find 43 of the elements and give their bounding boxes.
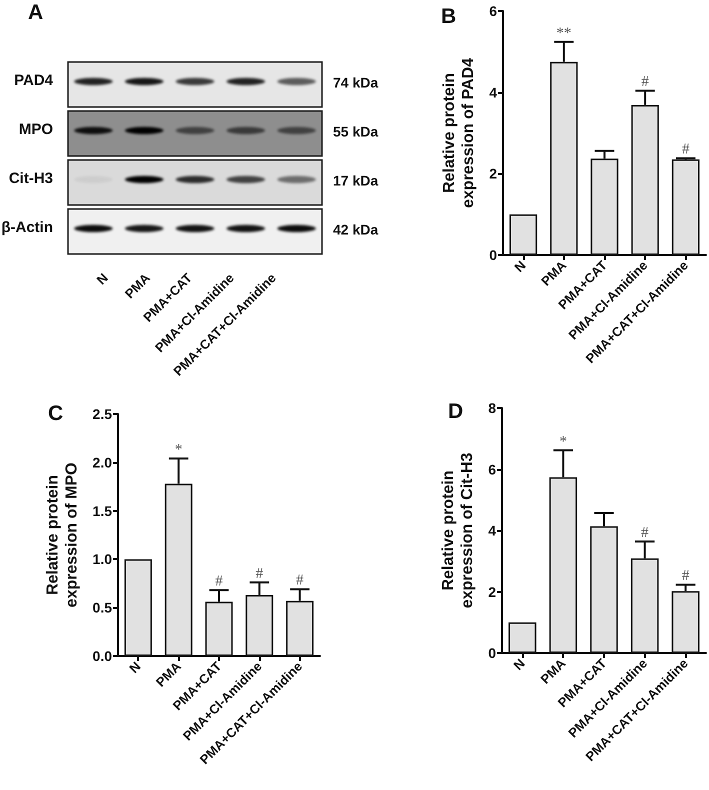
chart-title: D xyxy=(448,400,464,423)
annotation: * xyxy=(174,442,182,458)
y-tick-label: 4 xyxy=(488,522,496,538)
category-label: 55 kDa xyxy=(333,124,378,140)
annotation: # xyxy=(215,574,224,590)
annotation: # xyxy=(256,566,264,582)
y-tick-label: 1.0 xyxy=(92,551,112,568)
y-axis-title: Relative protein expression of Cit-H3 xyxy=(440,452,476,608)
y-tick-label: 0 xyxy=(488,645,496,661)
annotation: # xyxy=(296,572,304,589)
x-tick-label: N xyxy=(511,258,529,275)
annotation: # xyxy=(641,525,650,542)
y-tick-label: 0.5 xyxy=(92,600,112,616)
y-axis-title: Relative protein expression of PAD4 xyxy=(441,58,477,208)
y-tick-label: 0 xyxy=(489,247,498,263)
y-tick-label: 6 xyxy=(488,461,496,478)
text: A xyxy=(28,1,44,24)
annotation: * xyxy=(559,434,567,450)
annotation: # xyxy=(641,74,650,90)
annotation: ** xyxy=(556,25,572,42)
category-label: 74 kDa xyxy=(333,74,378,90)
category-label: Cit-H3 xyxy=(8,170,53,187)
category-label: MPO xyxy=(18,121,53,138)
y-tick-label: 6 xyxy=(489,3,498,19)
y-tick-label: 1.5 xyxy=(92,502,112,519)
category-label: PAD4 xyxy=(14,72,53,89)
y-tick-label: 2 xyxy=(489,166,498,182)
category-label: β-Actin xyxy=(1,219,53,236)
chart-title: C xyxy=(48,402,64,425)
y-tick-label: 0.0 xyxy=(92,648,112,664)
x-tick-label: N xyxy=(510,656,528,673)
y-tick-label: 2.5 xyxy=(92,406,112,422)
y-tick-label: 4 xyxy=(489,84,498,100)
y-tick-label: 8 xyxy=(488,400,496,416)
y-axis-title: Relative protein expression of MPO xyxy=(44,462,81,608)
chart-title: B xyxy=(441,5,456,28)
category-label: 17 kDa xyxy=(333,172,378,188)
annotation: # xyxy=(682,142,690,158)
y-tick-label: 2.0 xyxy=(92,454,112,470)
y-tick-label: 2 xyxy=(488,584,496,600)
annotation: # xyxy=(682,568,690,584)
x-tick-label: N xyxy=(126,658,144,676)
category-label: 42 kDa xyxy=(333,222,378,238)
